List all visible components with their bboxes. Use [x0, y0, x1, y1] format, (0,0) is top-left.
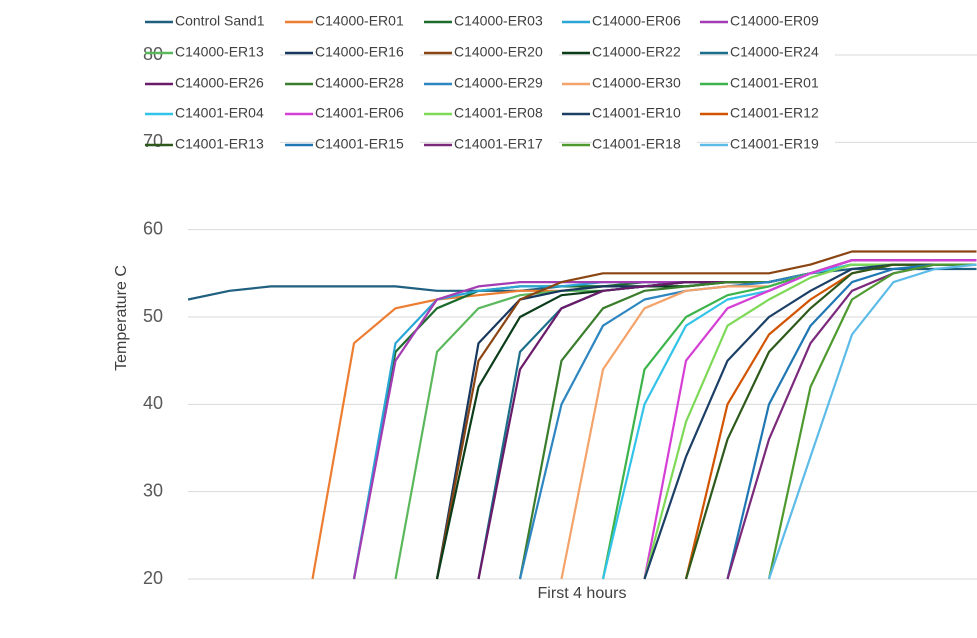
legend-label: C14001-ER19	[730, 136, 819, 152]
legend-label: C14000-ER26	[175, 75, 264, 91]
legend-label: C14000-ER20	[454, 44, 543, 60]
legend-bg	[730, 105, 835, 123]
series-line	[477, 263, 977, 580]
legend-label: C14000-ER03	[454, 13, 543, 29]
legend-label: C14001-ER12	[730, 105, 819, 121]
legend-label: C14001-ER04	[175, 105, 264, 121]
legend-bg	[454, 44, 559, 62]
x-axis-title: First 4 hours	[538, 585, 627, 602]
legend-bg	[175, 105, 280, 123]
legend-label: C14001-ER13	[175, 136, 264, 152]
legend-bg	[730, 13, 835, 31]
legend-label: C14000-ER29	[454, 75, 543, 91]
legend-bg	[454, 13, 559, 31]
legend-bg	[592, 105, 697, 123]
legend-label: C14001-ER17	[454, 136, 543, 152]
legend-label: C14000-ER01	[315, 13, 404, 29]
legend-bg	[592, 75, 697, 93]
legend-label: C14001-ER08	[454, 105, 543, 121]
legend: Control Sand1 C14000-ER01 C14000-ER03 C1400…	[145, 13, 835, 154]
series-line	[643, 259, 977, 580]
legend-bg	[315, 105, 420, 123]
legend-bg	[730, 44, 835, 62]
legend-bg	[315, 13, 420, 31]
legend-label: C14000-ER06	[592, 13, 681, 29]
series-line	[767, 263, 977, 580]
legend-label: C14001-ER15	[315, 136, 404, 152]
legend-bg	[175, 75, 280, 93]
legend-label: C14000-ER09	[730, 13, 819, 29]
legend-bg	[315, 44, 420, 62]
legend-label: Control Sand1	[175, 13, 265, 29]
y-tick-label: 20	[143, 568, 163, 588]
y-tick-label: 50	[143, 306, 163, 326]
series-line	[684, 263, 977, 580]
legend-bg	[175, 13, 280, 31]
legend-bg	[315, 136, 420, 154]
legend-label: C14000-ER24	[730, 44, 819, 60]
series-line	[601, 263, 977, 580]
legend-bg	[175, 44, 280, 62]
legend-label: C14001-ER06	[315, 105, 404, 121]
legend-bg	[592, 44, 697, 62]
legend-bg	[315, 75, 420, 93]
legend-label: C14000-ER28	[315, 75, 404, 91]
legend-bg	[592, 13, 697, 31]
series-line	[684, 263, 977, 580]
y-axis-title: Temperature C	[113, 265, 130, 371]
series-line	[767, 263, 977, 580]
legend-bg	[175, 136, 280, 154]
legend-bg	[730, 136, 835, 154]
legend-label: C14000-ER30	[592, 75, 681, 91]
legend-label: C14001-ER18	[592, 136, 681, 152]
series-line	[311, 263, 977, 580]
legend-label: C14000-ER16	[315, 44, 404, 60]
plot-lines	[188, 250, 977, 580]
series-line	[726, 263, 977, 580]
y-tick-label: 30	[143, 480, 163, 500]
y-tick-label: 40	[143, 393, 163, 413]
y-tick-label: 60	[143, 218, 163, 238]
series-line	[601, 263, 977, 580]
legend-label: C14000-ER22	[592, 44, 681, 60]
legend-bg	[454, 105, 559, 123]
legend-label: C14001-ER01	[730, 75, 819, 91]
series-line	[435, 250, 977, 580]
legend-label: C14001-ER10	[592, 105, 681, 121]
y-tick-label: 70	[143, 131, 163, 151]
legend-bg	[454, 75, 559, 93]
legend-bg	[730, 75, 835, 93]
legend-label: C14000-ER13	[175, 44, 264, 60]
legend-bg	[592, 136, 697, 154]
legend-bg	[454, 136, 559, 154]
